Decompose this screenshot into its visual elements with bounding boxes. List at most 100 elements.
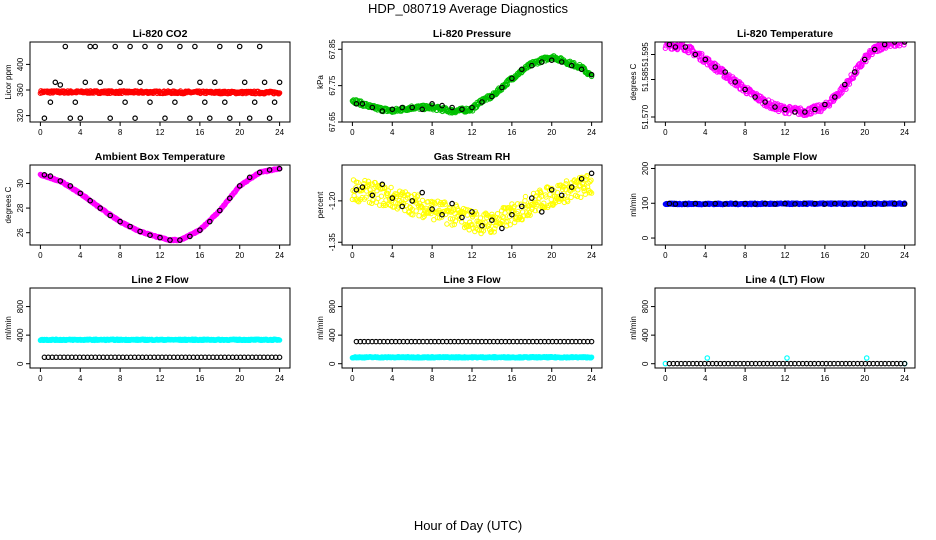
- data-point: [512, 219, 518, 226]
- data-point: [395, 204, 402, 210]
- x-tick-label: 0: [38, 251, 43, 260]
- x-tick-label: 12: [468, 374, 477, 383]
- data-point: [276, 337, 283, 343]
- x-tick-label: 12: [781, 251, 790, 260]
- data-layer: [349, 338, 595, 361]
- data-point: [415, 192, 421, 198]
- x-tick-label: 12: [781, 374, 790, 383]
- data-layer: [349, 53, 595, 116]
- data-point: [410, 212, 416, 218]
- data-point: [812, 200, 818, 207]
- data-point: [692, 200, 699, 207]
- x-tick-label: 20: [547, 251, 556, 260]
- data-point: [92, 43, 99, 50]
- data-point: [354, 198, 361, 204]
- y-axis-label: ml/min: [629, 316, 638, 340]
- data-point: [584, 173, 590, 179]
- data-point: [266, 167, 273, 173]
- data-point: [538, 209, 545, 215]
- panel-title: Gas Stream RH: [434, 151, 510, 163]
- data-point: [494, 211, 501, 217]
- data-point: [568, 62, 575, 69]
- data-point: [898, 42, 902, 43]
- data-point: [256, 169, 263, 176]
- data-point: [385, 188, 391, 194]
- x-tick-label: 24: [587, 374, 596, 383]
- panel-2: Li-820 Pressure 0 4 8 12 16 20 24 67.65 67.75 67.8…: [316, 28, 603, 137]
- x-tick-label: 16: [195, 128, 204, 137]
- x-tick-label: 4: [78, 128, 83, 137]
- data-point: [459, 214, 465, 221]
- data-point: [782, 106, 788, 113]
- y-tick-label: 400: [328, 328, 337, 342]
- data-point: [672, 201, 679, 207]
- data-point: [538, 190, 544, 196]
- data-point: [861, 201, 868, 207]
- data-point: [389, 106, 396, 113]
- data-layer: [662, 200, 908, 208]
- data-point: [353, 187, 360, 193]
- data-point: [413, 208, 419, 214]
- data-point: [565, 198, 571, 205]
- panel-title: Sample Flow: [753, 151, 818, 163]
- data-point: [772, 201, 778, 207]
- data-point: [256, 43, 263, 50]
- data-point: [893, 42, 897, 43]
- data-point: [369, 192, 376, 199]
- data-point: [112, 43, 119, 50]
- y-axis-label: ml/min: [316, 316, 325, 340]
- data-point: [241, 79, 248, 86]
- data-point: [722, 201, 729, 207]
- data-point: [271, 99, 278, 106]
- panel-title: Line 2 Flow: [131, 274, 189, 286]
- data-point: [901, 201, 908, 207]
- data-point: [469, 104, 475, 111]
- y-tick-label: -1.20: [328, 191, 337, 210]
- data-point: [559, 186, 566, 193]
- data-point: [491, 229, 497, 235]
- data-point: [702, 201, 709, 207]
- data-point: [442, 201, 448, 207]
- data-point: [587, 189, 594, 195]
- data-point: [469, 221, 475, 228]
- data-point: [353, 101, 360, 107]
- x-tick-label: 24: [275, 374, 284, 383]
- x-tick-label: 20: [860, 251, 869, 260]
- data-point: [369, 104, 376, 111]
- data-point: [366, 181, 372, 188]
- data-point: [459, 106, 465, 113]
- data-layer: [662, 355, 908, 367]
- x-tick-label: 0: [350, 374, 355, 383]
- data-point: [363, 194, 369, 200]
- data-point: [261, 79, 268, 86]
- data-point: [871, 200, 878, 207]
- data-point: [419, 189, 426, 196]
- y-tick-label: 28: [16, 203, 25, 212]
- x-tick-label: 8: [118, 374, 123, 383]
- data-point: [388, 184, 394, 191]
- data-point: [276, 165, 283, 172]
- data-point: [67, 115, 74, 122]
- data-point: [578, 194, 584, 201]
- data-point: [483, 211, 489, 217]
- data-point: [528, 62, 535, 69]
- x-tick-label: 0: [350, 128, 355, 137]
- data-point: [132, 115, 138, 122]
- y-tick-label: 800: [328, 299, 337, 313]
- data-point: [489, 93, 495, 100]
- x-tick-label: 16: [820, 128, 829, 137]
- data-point: [514, 201, 521, 207]
- data-point: [499, 84, 505, 91]
- data-point: [505, 205, 512, 211]
- data-point: [752, 94, 758, 100]
- data-point: [192, 43, 198, 50]
- x-tick-label: 4: [703, 251, 708, 260]
- data-point: [486, 221, 492, 228]
- x-tick-label: 0: [663, 128, 668, 137]
- data-point: [543, 194, 549, 200]
- data-point: [831, 94, 838, 100]
- y-axis-label: kPa: [316, 75, 325, 89]
- data-point: [891, 42, 898, 45]
- data-point: [488, 228, 495, 235]
